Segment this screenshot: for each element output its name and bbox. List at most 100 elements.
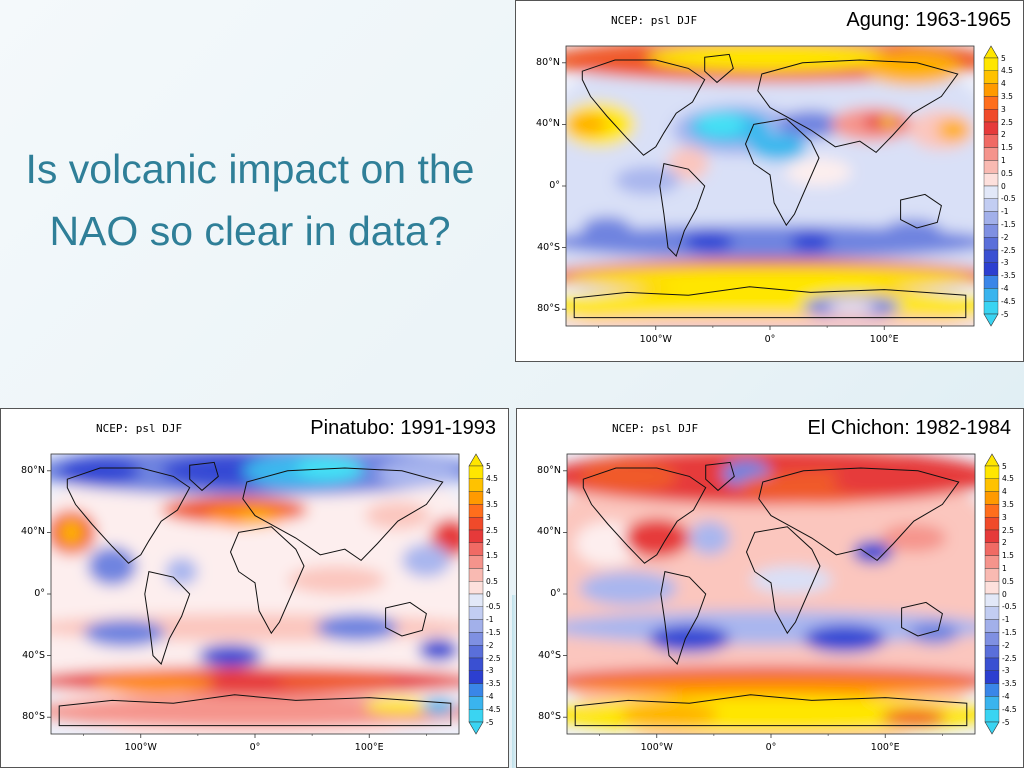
colorbar-level-label: 0.5 [486, 576, 498, 586]
map-header: NCEP: psl DJF [96, 422, 183, 435]
colorbar-level-label: 5 [486, 461, 491, 471]
colorbar-level-label: 0 [486, 589, 491, 599]
colorbar-level-label: 0.5 [1002, 576, 1014, 586]
colorbar-level-label: -0.5 [486, 602, 501, 612]
lon-tick-label: 0° [764, 334, 776, 345]
lat-tick-label: 40°N [537, 526, 561, 538]
colorbar-level-label: -2 [1002, 640, 1010, 650]
colorbar-level-label: -2.5 [1002, 653, 1017, 663]
colorbar-level-label: -4 [1002, 691, 1010, 701]
map-panel-pinatubo: NCEP: psl DJF Pinatubo: 1991-1993 80°N 40°N… [0, 408, 509, 768]
lon-tick-label: 100°E [869, 334, 899, 345]
colorbar-level-label: 1.5 [1002, 551, 1014, 561]
colorbar-level-label: 1.5 [1001, 143, 1013, 153]
colorbar-level-label: 1 [1001, 155, 1006, 165]
map-panel-agung: NCEP: psl DJF Agung: 1963-1965 80°N 40°N 0° 4… [515, 0, 1024, 362]
colorbar-level-label: -0.5 [1002, 602, 1017, 612]
lat-tick-label: 0° [549, 180, 560, 191]
colorbar-level-label: -1.5 [1001, 219, 1016, 229]
colorbar [984, 453, 1000, 735]
lon-tick-label: 100°E [870, 742, 900, 753]
colorbar-level-label: 3.5 [1002, 499, 1014, 509]
colorbar-level-label: -4.5 [486, 704, 501, 714]
colorbar-level-label: -4 [486, 691, 494, 701]
colorbar-level-label: 3.5 [1001, 91, 1013, 101]
coastlines [574, 461, 968, 727]
colorbar-level-label: -3 [1001, 258, 1009, 268]
colorbar [983, 45, 999, 327]
colorbar-level-label: -2.5 [1001, 245, 1016, 255]
colorbar-level-label: 4.5 [1001, 66, 1013, 76]
colorbar-level-label: 1.5 [486, 551, 498, 561]
pressure-anomaly-field [566, 46, 974, 326]
colorbar-level-label: -5 [1002, 717, 1010, 727]
lon-tick-label: 0° [765, 742, 777, 753]
colorbar-level-label: -3 [1002, 666, 1010, 676]
colorbar-level-label: -1.5 [486, 627, 501, 637]
map-figure [562, 45, 999, 330]
lat-tick-label: 0° [34, 588, 45, 599]
colorbar-level-label: 1 [1002, 563, 1007, 573]
colorbar-level-label: -4.5 [1001, 296, 1016, 306]
map-header: NCEP: psl DJF [611, 14, 698, 27]
lon-tick-label: 0° [249, 742, 261, 753]
coastlines [58, 461, 452, 727]
colorbar-level-label: 2.5 [486, 525, 498, 535]
colorbar-level-label: 4.5 [1002, 474, 1014, 484]
colorbar-level-label: 2 [486, 538, 491, 548]
colorbar-level-label: -1 [1001, 207, 1009, 217]
lat-tick-label: 40°N [21, 526, 45, 538]
lon-tick-label: 100°E [354, 742, 384, 753]
colorbar-level-label: 2 [1002, 538, 1007, 548]
event-label: Agung: 1963-1965 [846, 9, 1011, 31]
colorbar-level-label: 5 [1002, 461, 1007, 471]
lat-tick-label: 40°S [538, 649, 561, 661]
lat-tick-label: 40°S [537, 241, 560, 253]
colorbar-level-label: 0 [1001, 181, 1006, 191]
colorbar-level-label: -3.5 [1001, 271, 1016, 281]
lat-tick-label: 40°N [536, 118, 560, 130]
lon-tick-label: 100°W [124, 742, 157, 753]
lat-tick-label: 80°S [538, 711, 561, 723]
colorbar-level-label: -5 [486, 717, 494, 727]
lat-tick-label: 80°S [22, 711, 45, 723]
colorbar-level-label: -0.5 [1001, 194, 1016, 204]
colorbar-level-label: 4 [1002, 487, 1007, 497]
lat-tick-label: 80°N [536, 56, 560, 68]
lat-tick-label: 40°S [22, 649, 45, 661]
pressure-anomaly-field [567, 454, 975, 734]
colorbar-level-label: -3.5 [1002, 679, 1017, 689]
colorbar-level-label: -1.5 [1002, 627, 1017, 637]
colorbar-level-label: 0 [1002, 589, 1007, 599]
lon-tick-label: 100°W [639, 334, 672, 345]
colorbar-level-label: -2 [1001, 232, 1009, 242]
map-figure [563, 453, 1000, 738]
colorbar-level-label: 3 [486, 512, 491, 522]
colorbar-level-label: -1 [486, 615, 494, 625]
event-label: Pinatubo: 1991-1993 [310, 417, 496, 439]
colorbar-level-label: -2 [486, 640, 494, 650]
lat-tick-label: 80°N [537, 464, 561, 476]
colorbar-level-label: 1 [486, 563, 491, 573]
lat-tick-label: 0° [550, 588, 561, 599]
colorbar-level-label: 2.5 [1001, 117, 1013, 127]
lon-tick-label: 100°W [640, 742, 673, 753]
colorbar-level-label: 5 [1001, 53, 1006, 63]
colorbar-level-label: -3 [486, 666, 494, 676]
colorbar-level-label: 0.5 [1001, 168, 1013, 178]
lat-tick-label: 80°S [537, 303, 560, 315]
map-figure [47, 453, 484, 738]
lat-tick-label: 80°N [21, 464, 45, 476]
map-header: NCEP: psl DJF [612, 422, 699, 435]
colorbar-level-label: -2.5 [486, 653, 501, 663]
coastlines [573, 53, 967, 319]
colorbar-level-label: 4 [486, 487, 491, 497]
colorbar-level-label: -4 [1001, 283, 1009, 293]
colorbar-level-label: 3 [1001, 104, 1006, 114]
pressure-anomaly-field [51, 454, 459, 734]
colorbar-level-label: 4 [1001, 79, 1006, 89]
colorbar-level-label: 3 [1002, 512, 1007, 522]
colorbar-level-label: 3.5 [486, 499, 498, 509]
colorbar-level-label: 4.5 [486, 474, 498, 484]
map-panel-elchichon: NCEP: psl DJF El Chichon: 1982-1984 80°N 40… [516, 408, 1024, 768]
